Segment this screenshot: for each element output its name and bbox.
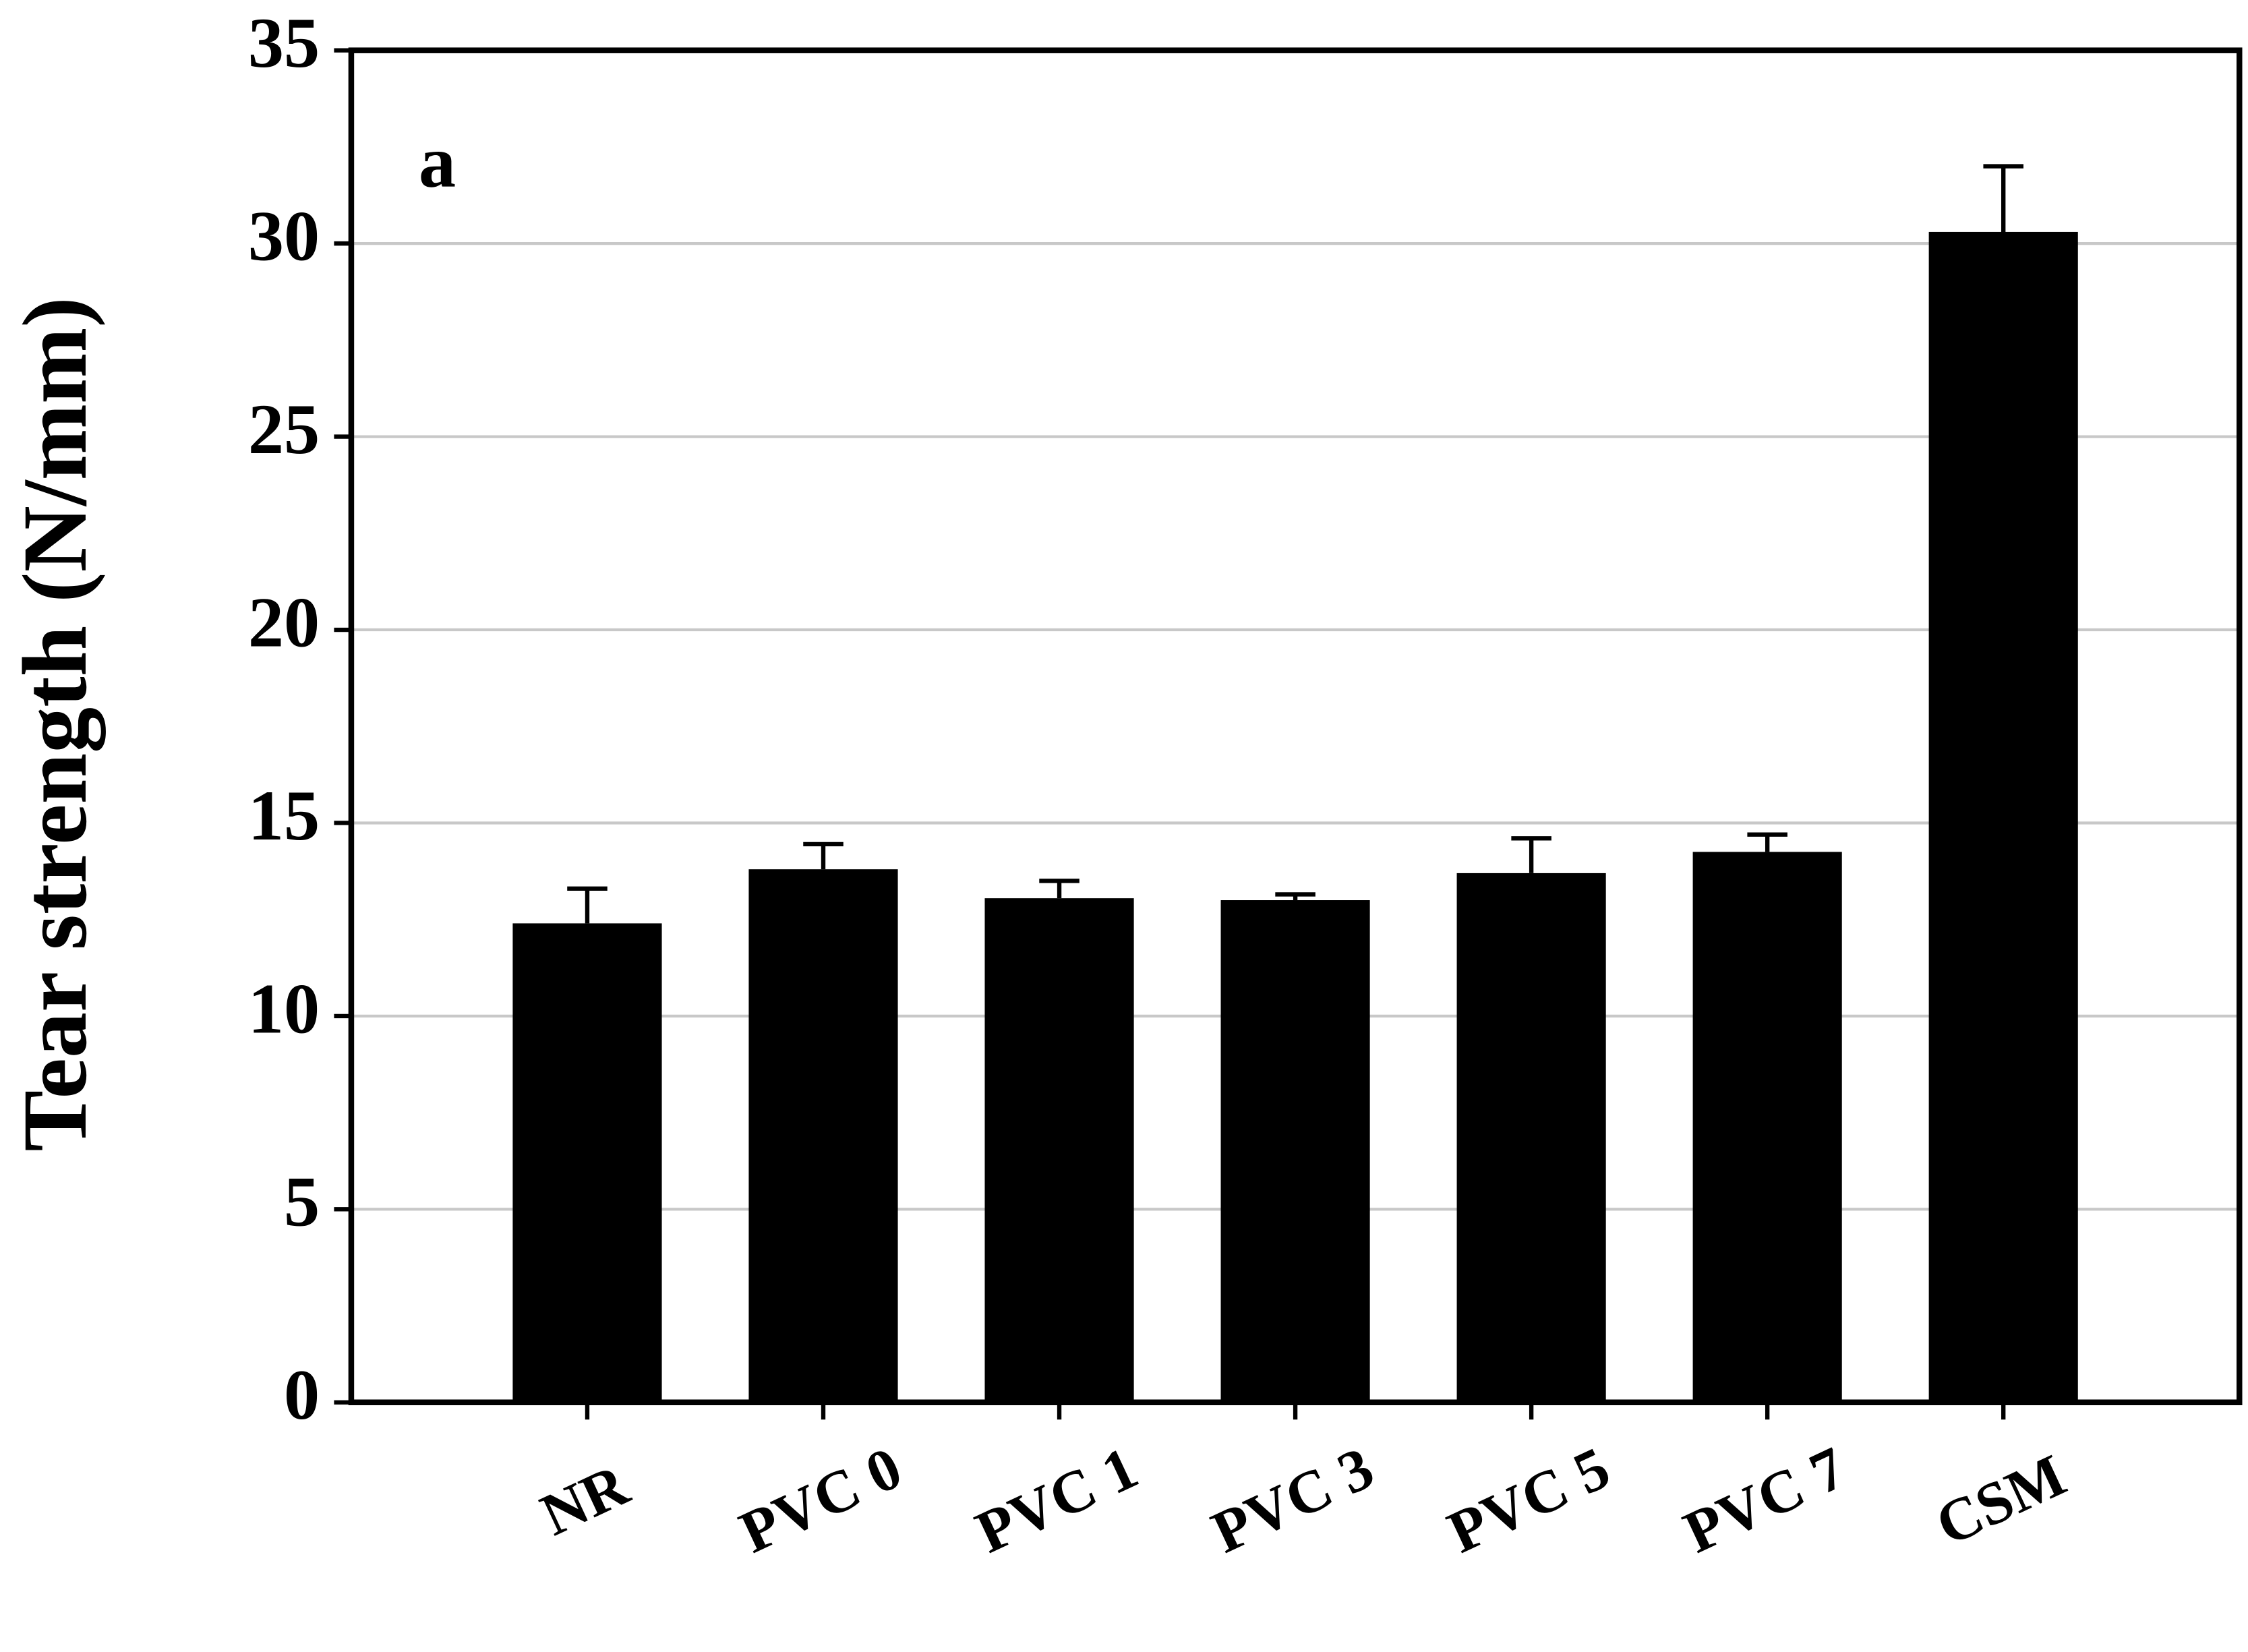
bar: [512, 923, 662, 1403]
y-tick-label: 30: [248, 196, 320, 276]
y-tick-label: 10: [248, 968, 320, 1048]
plot-frame: [348, 47, 2243, 1406]
x-tick-label: NR: [531, 1451, 639, 1549]
bar: [1692, 852, 1842, 1403]
bar: [748, 869, 898, 1403]
annotation: a: [419, 120, 456, 203]
x-tick-label: PVC 1: [966, 1434, 1148, 1566]
y-axis-title: Tear strength (N/mm): [5, 297, 106, 1151]
y-tick-label: 5: [284, 1162, 320, 1241]
x-tick-label: PVC 5: [1438, 1434, 1620, 1566]
x-tick-label: CSM: [1926, 1442, 2076, 1559]
x-tick-label: PVC 0: [730, 1434, 912, 1566]
y-tick-label: 35: [248, 3, 320, 82]
x-tick-label: PVC 3: [1202, 1434, 1384, 1566]
bar: [1220, 900, 1370, 1403]
y-tick-label: 15: [248, 775, 320, 855]
bar: [1456, 873, 1606, 1403]
bar: [1928, 231, 2078, 1403]
x-tick-label: PVC 7: [1674, 1434, 1856, 1566]
y-tick-label: 25: [248, 389, 320, 469]
y-tick-label: 0: [284, 1355, 320, 1434]
bar: [984, 898, 1134, 1403]
y-tick-label: 20: [248, 582, 320, 661]
